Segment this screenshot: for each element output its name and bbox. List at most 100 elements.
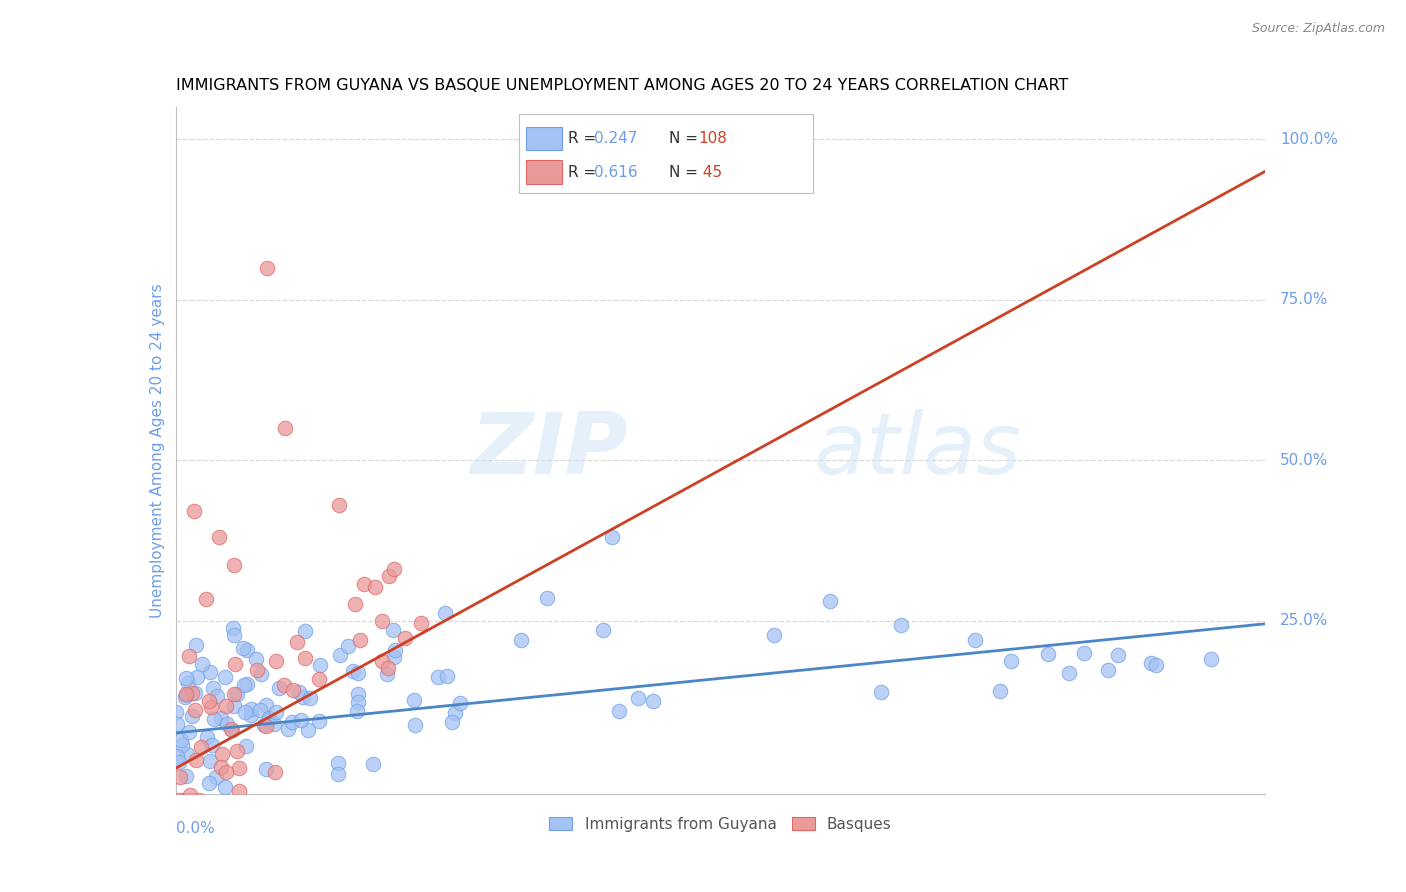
- Point: [347, 695, 370, 709]
- Point: [641, 694, 664, 708]
- Point: [174, 769, 197, 783]
- Point: [343, 597, 366, 611]
- Text: 50.0%: 50.0%: [1279, 452, 1329, 467]
- Point: [281, 683, 304, 698]
- Legend: Immigrants from Guyana, Basques: Immigrants from Guyana, Basques: [543, 811, 898, 838]
- Point: [232, 640, 254, 655]
- Point: [222, 621, 245, 635]
- Point: [326, 756, 349, 770]
- Point: [254, 719, 277, 733]
- Point: [198, 693, 221, 707]
- Point: [166, 749, 188, 764]
- Point: [329, 648, 352, 663]
- Point: [184, 703, 207, 717]
- Point: [263, 717, 285, 731]
- Point: [173, 793, 195, 807]
- Point: [226, 687, 249, 701]
- Point: [890, 617, 912, 632]
- Point: [245, 652, 267, 666]
- Point: [402, 693, 425, 707]
- Point: [441, 715, 464, 730]
- Point: [273, 678, 295, 692]
- Point: [201, 739, 224, 753]
- Text: 75.0%: 75.0%: [1279, 292, 1329, 307]
- Point: [1107, 648, 1129, 662]
- Point: [190, 657, 212, 671]
- Point: [170, 738, 193, 752]
- Point: [211, 747, 233, 761]
- Point: [592, 623, 614, 637]
- Point: [264, 705, 287, 719]
- Point: [167, 755, 190, 769]
- Point: [228, 784, 250, 798]
- Point: [274, 421, 297, 435]
- Point: [183, 504, 205, 518]
- Point: [186, 670, 208, 684]
- Point: [176, 687, 198, 701]
- Point: [382, 562, 405, 576]
- Text: Source: ZipAtlas.com: Source: ZipAtlas.com: [1251, 22, 1385, 36]
- Point: [264, 764, 287, 779]
- Point: [224, 657, 246, 672]
- Point: [336, 639, 359, 653]
- Point: [181, 709, 204, 723]
- Point: [536, 591, 558, 606]
- Point: [194, 592, 217, 607]
- Text: 100.0%: 100.0%: [1279, 132, 1339, 146]
- Point: [378, 569, 401, 583]
- Point: [1000, 654, 1022, 668]
- Point: [309, 658, 332, 673]
- Point: [277, 722, 299, 736]
- Point: [404, 718, 426, 732]
- Point: [254, 698, 277, 712]
- Point: [169, 770, 191, 784]
- Point: [371, 614, 394, 628]
- Point: [328, 498, 350, 512]
- Point: [176, 747, 198, 762]
- Point: [249, 703, 271, 717]
- Point: [394, 631, 416, 645]
- Point: [198, 776, 221, 790]
- Point: [762, 628, 785, 642]
- Point: [215, 765, 238, 780]
- Point: [209, 760, 232, 774]
- Point: [214, 670, 236, 684]
- Point: [308, 714, 330, 728]
- Point: [308, 672, 330, 686]
- Point: [297, 723, 319, 738]
- Point: [205, 689, 228, 703]
- Point: [228, 760, 250, 774]
- Point: [221, 723, 243, 738]
- Point: [173, 690, 195, 704]
- Point: [818, 594, 841, 608]
- Point: [267, 681, 290, 696]
- Point: [294, 651, 316, 665]
- Point: [256, 260, 278, 275]
- Point: [209, 711, 232, 725]
- Point: [1073, 646, 1095, 660]
- Point: [186, 638, 208, 652]
- Point: [222, 627, 245, 641]
- Point: [433, 607, 456, 621]
- Text: atlas: atlas: [813, 409, 1021, 492]
- Point: [287, 685, 309, 699]
- Point: [198, 754, 221, 768]
- Point: [201, 681, 224, 695]
- Point: [326, 766, 349, 780]
- Point: [281, 714, 304, 729]
- Text: 25.0%: 25.0%: [1279, 613, 1329, 628]
- Point: [195, 730, 218, 744]
- Point: [285, 634, 308, 648]
- Point: [215, 717, 238, 731]
- Point: [375, 666, 398, 681]
- Point: [449, 697, 471, 711]
- Point: [371, 654, 394, 668]
- Point: [349, 633, 371, 648]
- Point: [294, 624, 316, 639]
- Point: [205, 770, 228, 784]
- Point: [214, 780, 236, 795]
- Point: [600, 530, 623, 544]
- Point: [353, 576, 375, 591]
- Point: [235, 676, 257, 690]
- Point: [411, 615, 433, 630]
